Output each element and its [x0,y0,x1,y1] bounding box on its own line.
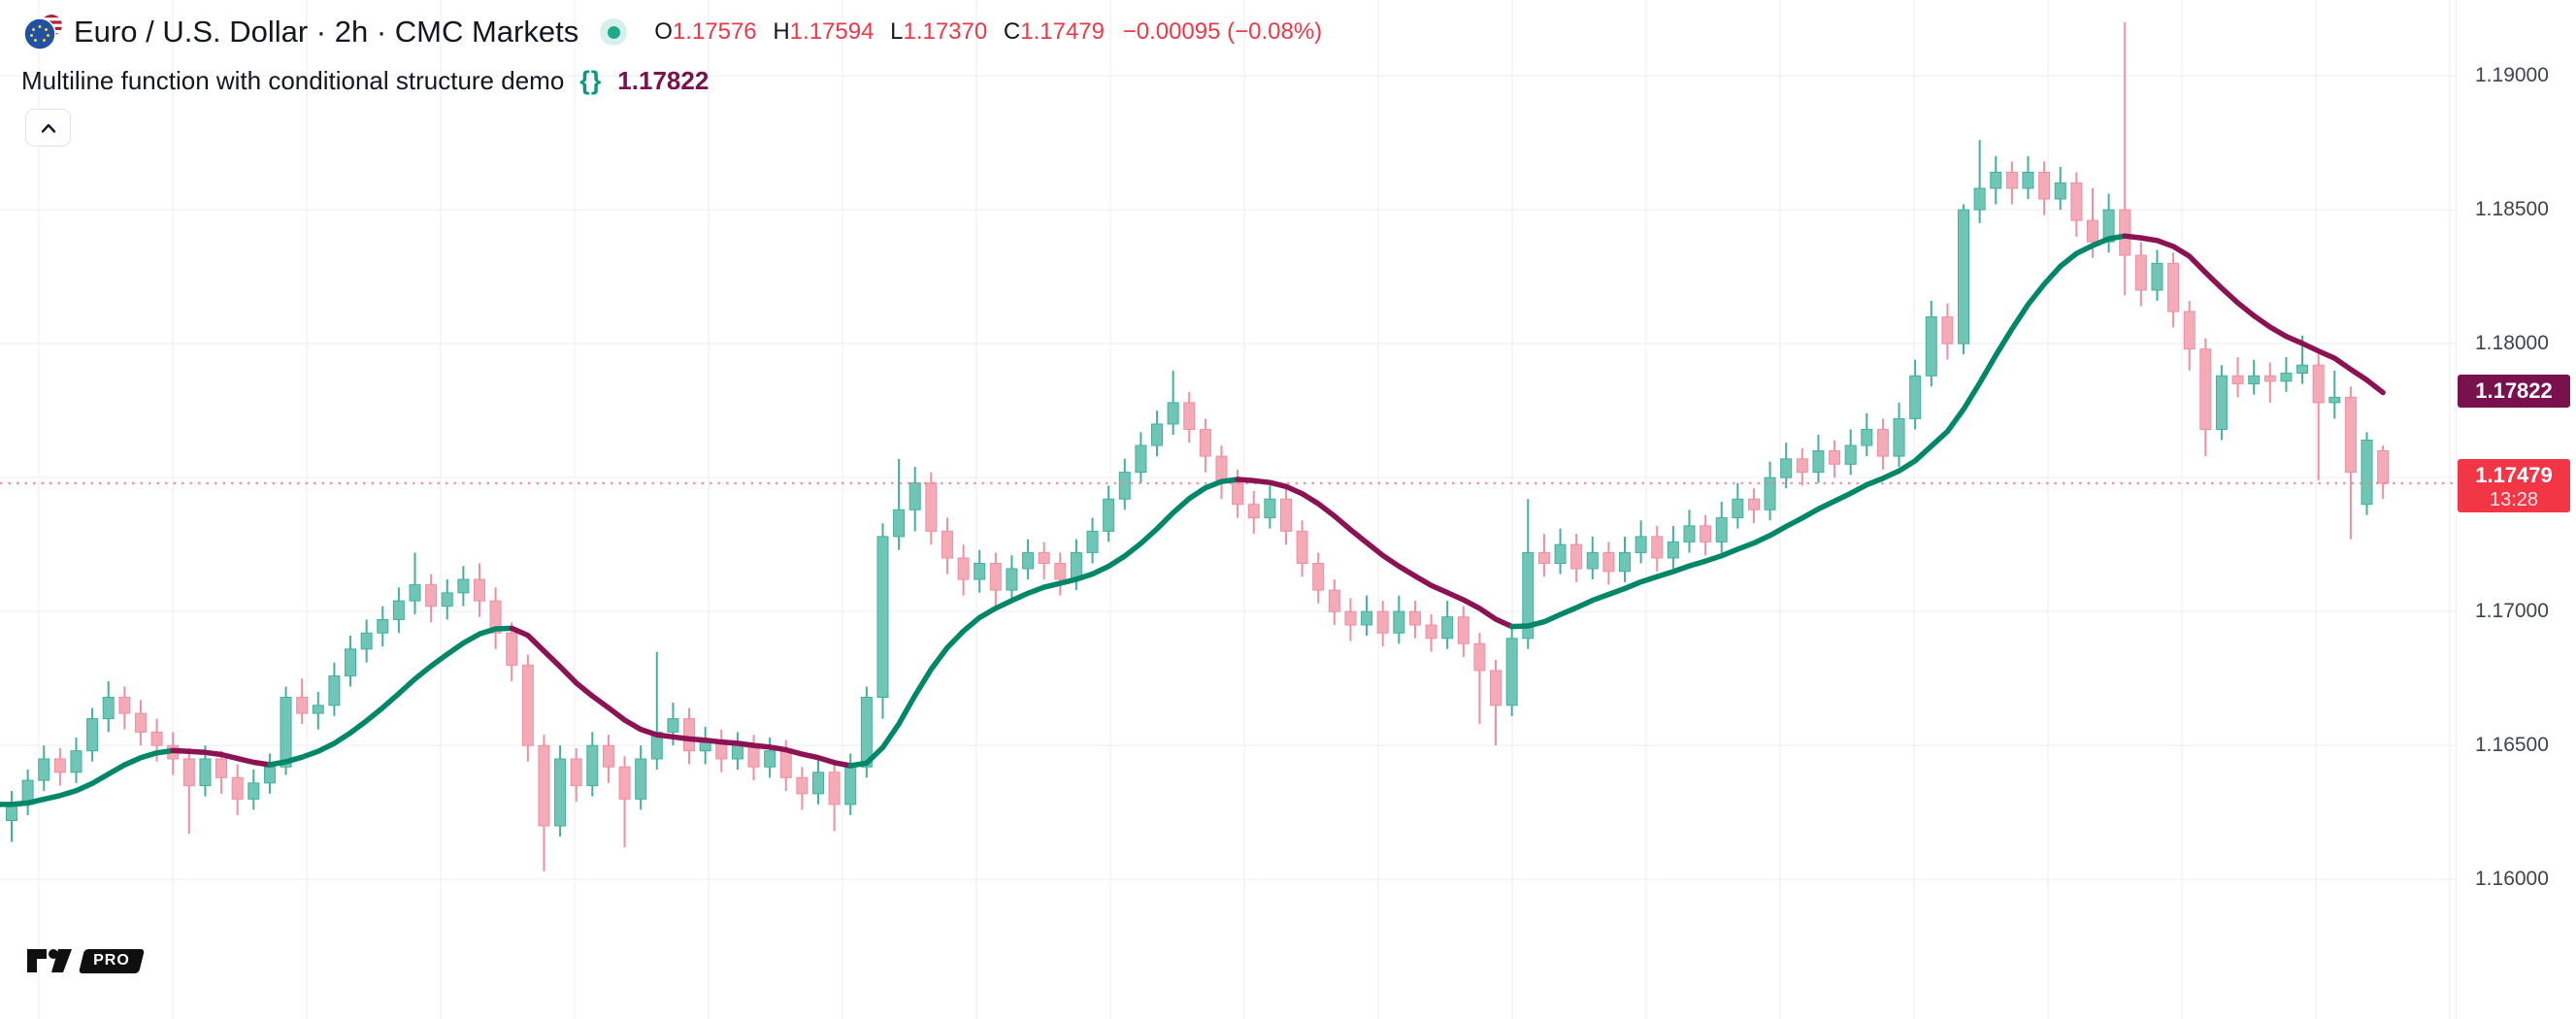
indicator-value-badge: 1.17822 [2458,375,2570,409]
ohlc-change-value: −0.00095 (−0.08%) [1122,18,1323,45]
eurusd-pair-flag-icon [23,15,62,50]
ohlc-low-label: L [890,18,904,45]
market-status-icon[interactable] [600,18,628,46]
grid-lines [0,0,2456,1019]
price-axis-label: 1.19000 [2475,64,2549,87]
ohlc-close-label: C [1003,18,1021,45]
price-axis[interactable]: 1.160001.165001.170001.175001.180001.185… [2456,0,2576,1019]
pro-badge-label: PRO [93,951,130,969]
source-code-icon[interactable]: {} [579,65,603,95]
price-axis-label: 1.18500 [2475,198,2549,221]
ohlc-open-value: 1.17576 [672,18,757,45]
pro-badge[interactable]: PRO [78,948,145,973]
chevron-up-icon [41,123,55,133]
price-axis-separator [2456,0,2457,1019]
ohlc-open-label: O [654,18,673,45]
ohlc-close-value: 1.17479 [1020,18,1106,45]
last-price-value: 1.17479 [2475,462,2553,487]
price-axis-label: 1.16000 [2475,868,2549,891]
price-axis-label: 1.17000 [2475,600,2549,623]
last-price-badge: 1.17479 13:28 [2458,458,2570,512]
ohlc-readout: O1.17576 H1.17594 L1.17370 C1.17479 −0.0… [654,18,1322,46]
candles-layer [6,21,2390,871]
tradingview-logo-icon [27,949,72,972]
eu-flag-icon [23,17,56,50]
indicator-line [0,233,2386,807]
ohlc-high-label: H [773,18,790,45]
symbol-title[interactable]: Euro / U.S. Dollar · 2h · CMC Markets [74,15,579,49]
ohlc-high-value: 1.17594 [789,18,875,45]
indicator-badge-value: 1.17822 [2475,378,2553,404]
last-price-time: 13:28 [2489,488,2539,510]
indicator-name[interactable]: Multiline function with conditional stru… [21,65,565,95]
price-axis-label: 1.16500 [2475,734,2549,757]
collapse-legend-button[interactable] [25,109,71,147]
ohlc-low-value: 1.17370 [903,18,988,45]
tradingview-logo[interactable]: PRO [25,942,145,979]
indicator-value: 1.17822 [617,65,710,95]
price-axis-label: 1.18000 [2475,332,2549,355]
